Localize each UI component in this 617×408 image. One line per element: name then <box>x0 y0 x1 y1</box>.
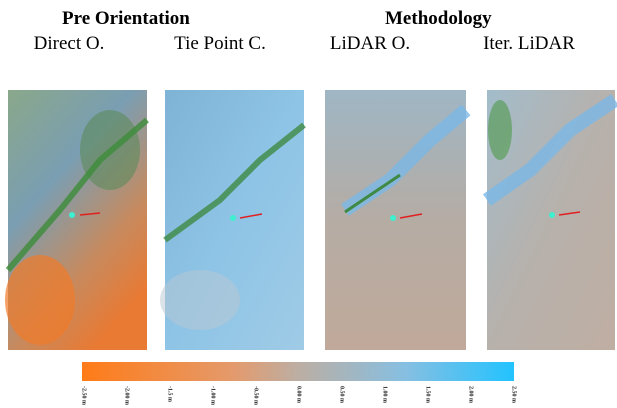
colorbar-tick-label: 0.50 m <box>339 386 345 403</box>
colorbar-tick-label: 2.50 m <box>511 386 517 403</box>
colorbar-tick-label: 2.00 m <box>468 386 474 403</box>
panel <box>325 90 466 350</box>
colorbar-tick-label: -1.5 m <box>167 386 173 402</box>
colorbar-tick-label: 1.00 m <box>382 386 388 403</box>
panel <box>160 90 304 350</box>
colorbar-tick-label: -0.50 m <box>253 386 259 405</box>
colorbar-tick-label: 0.00 m <box>296 386 302 403</box>
panel <box>487 90 615 350</box>
panels: -2.50 m -2.00 m -1.5 m -1.00 m -0.50 m 0.00 m… <box>0 0 617 408</box>
colorbar-tick-label: 1.50 m <box>425 386 431 403</box>
colorbar-tick-label: -2.50 m <box>81 386 87 405</box>
figure: Pre Orientation Methodology Direct O. Ti… <box>0 0 617 408</box>
colorbar-tick-label: -2.00 m <box>124 386 130 405</box>
colorbar <box>82 362 514 381</box>
panel <box>5 90 147 350</box>
colorbar-tick-label: -1.00 m <box>210 386 216 405</box>
